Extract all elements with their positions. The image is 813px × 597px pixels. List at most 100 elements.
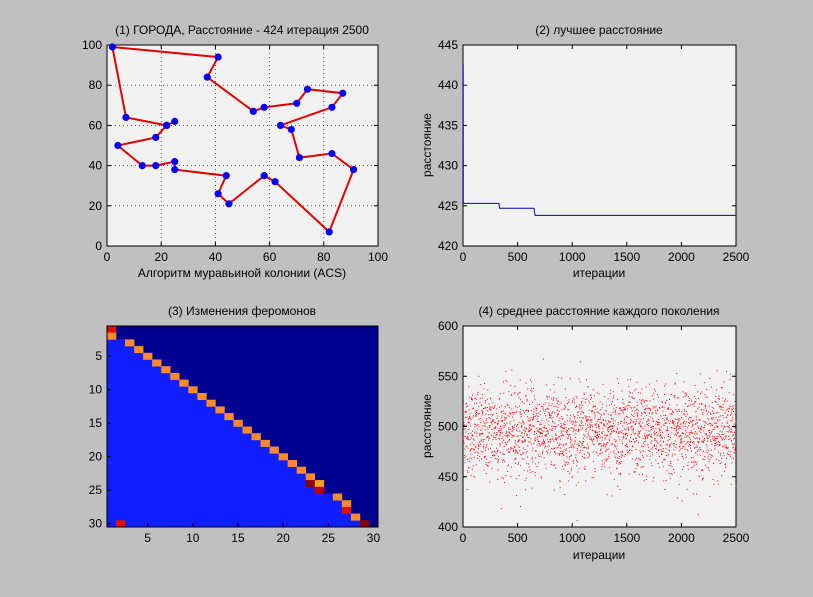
average-point — [575, 436, 577, 438]
average-point — [618, 382, 620, 384]
average-point — [469, 467, 471, 469]
y-tick-label: 435 — [438, 118, 458, 132]
average-point — [604, 434, 606, 436]
average-point — [598, 431, 600, 433]
average-point — [628, 391, 630, 393]
average-point — [465, 455, 467, 457]
average-point — [612, 391, 614, 393]
average-point — [605, 410, 607, 412]
average-point — [711, 417, 713, 419]
average-point — [655, 448, 657, 450]
average-point — [716, 442, 718, 444]
average-point — [559, 487, 561, 489]
average-point — [471, 398, 473, 400]
average-point — [613, 430, 615, 432]
average-point — [524, 440, 526, 442]
average-point — [472, 408, 474, 410]
average-point — [519, 412, 521, 414]
average-point — [661, 406, 663, 408]
average-point — [642, 466, 644, 468]
average-point — [608, 426, 610, 428]
average-point — [663, 458, 665, 460]
average-point — [528, 417, 530, 419]
average-point — [501, 415, 503, 417]
average-point — [678, 483, 680, 485]
average-point — [660, 440, 662, 442]
average-point — [547, 429, 549, 431]
average-point — [609, 404, 611, 406]
average-point — [705, 396, 707, 398]
average-point — [505, 430, 507, 432]
average-point — [678, 426, 680, 428]
average-point — [567, 463, 569, 465]
average-point — [532, 413, 534, 415]
average-point — [517, 427, 519, 429]
average-point — [670, 408, 672, 410]
average-point — [700, 409, 702, 411]
average-point — [601, 465, 603, 467]
average-point — [695, 452, 697, 454]
average-point — [473, 444, 475, 446]
average-point — [671, 466, 673, 468]
average-point — [615, 440, 617, 442]
average-point — [587, 433, 589, 435]
average-point — [664, 422, 666, 424]
average-point — [546, 431, 548, 433]
average-point — [514, 446, 516, 448]
average-point — [621, 390, 623, 392]
average-point — [649, 408, 651, 410]
average-ylabel: расстояние — [420, 394, 434, 458]
average-point — [735, 485, 737, 487]
average-point — [716, 370, 718, 372]
average-point — [543, 430, 545, 432]
average-point — [640, 418, 642, 420]
average-point — [533, 433, 535, 435]
average-point — [582, 424, 584, 426]
average-point — [509, 451, 511, 453]
average-point — [678, 427, 680, 429]
average-point — [731, 431, 733, 433]
average-point — [510, 413, 512, 415]
average-point — [642, 405, 644, 407]
average-point — [633, 416, 635, 418]
average-point — [519, 453, 521, 455]
average-point — [583, 412, 585, 414]
average-point — [699, 449, 701, 451]
average-point — [532, 471, 534, 473]
average-point — [503, 482, 505, 484]
average-point — [649, 455, 651, 457]
average-point — [498, 431, 500, 433]
average-point — [711, 406, 713, 408]
average-point — [513, 419, 515, 421]
average-point — [687, 441, 689, 443]
average-point — [537, 429, 539, 431]
average-point — [466, 458, 468, 460]
average-point — [478, 452, 480, 454]
average-point — [499, 398, 501, 400]
average-point — [584, 466, 586, 468]
average-point — [629, 450, 631, 452]
average-point — [667, 439, 669, 441]
average-point — [656, 451, 658, 453]
average-point — [724, 470, 726, 472]
city-marker — [163, 121, 171, 129]
average-point — [691, 426, 693, 428]
average-point — [697, 441, 699, 443]
average-point — [667, 428, 669, 430]
average-point — [531, 450, 533, 452]
average-point — [514, 440, 516, 442]
average-point — [502, 460, 504, 462]
average-point — [617, 431, 619, 433]
average-point — [628, 422, 630, 424]
average-point — [524, 440, 526, 442]
average-point — [591, 430, 593, 432]
average-point — [576, 449, 578, 451]
average-point — [476, 398, 478, 400]
city-marker — [225, 200, 233, 208]
average-point — [636, 414, 638, 416]
average-point — [730, 483, 732, 485]
city-marker — [122, 113, 130, 121]
average-point — [655, 423, 657, 425]
average-point — [513, 411, 515, 413]
average-point — [472, 416, 474, 418]
